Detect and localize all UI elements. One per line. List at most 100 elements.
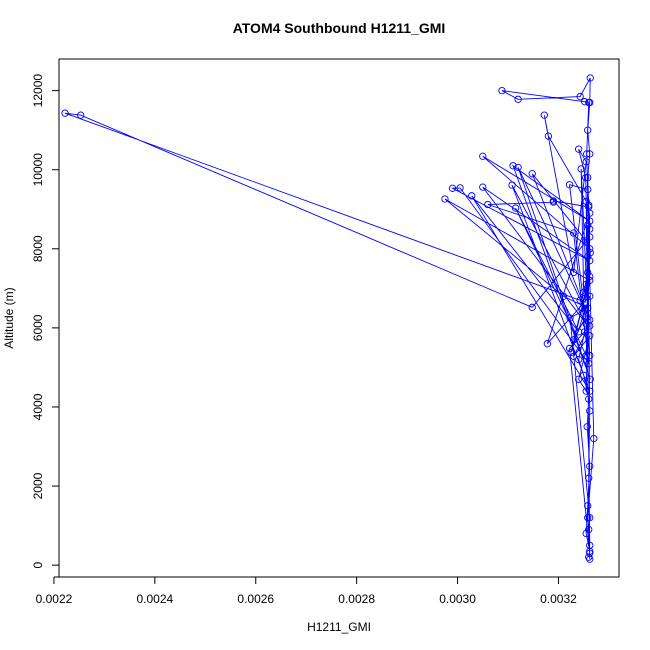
data-point	[584, 502, 592, 510]
y-axis: 0 2000 4000 6000 8000 10000 12000	[31, 74, 60, 568]
data-point	[61, 109, 69, 117]
data-point	[586, 351, 594, 360]
y-tick-label: 12000	[31, 74, 45, 108]
data-point	[586, 387, 594, 395]
data-point	[586, 555, 594, 563]
data-point	[567, 348, 575, 357]
y-tick-label: 10000	[31, 153, 45, 187]
x-axis: 0.0022 0.0024 0.0026 0.0028 0.0030 0.0032	[36, 576, 577, 606]
data-point	[583, 423, 591, 431]
data-point	[528, 303, 536, 311]
data-point	[511, 204, 520, 212]
data-point	[484, 200, 492, 209]
data-point	[549, 198, 558, 206]
data-point	[585, 98, 593, 107]
plot-area-frame	[58, 58, 620, 578]
data-point	[586, 462, 594, 470]
data-point	[468, 192, 476, 200]
chart-title: ATOM4 Southbound H1211_GMI	[233, 20, 446, 36]
data-point	[586, 547, 594, 555]
data-point	[580, 371, 588, 379]
data-point	[574, 328, 583, 336]
x-tick-label: 0.0026	[237, 592, 274, 606]
data-point	[456, 184, 464, 192]
data-point	[514, 163, 522, 171]
y-tick-label: 6000	[31, 314, 45, 341]
data-point	[581, 298, 589, 306]
data-point	[479, 183, 487, 191]
data-point	[508, 181, 516, 189]
data-point	[586, 233, 594, 241]
data-point	[584, 253, 592, 261]
data-point	[569, 352, 578, 361]
data-point	[77, 111, 85, 119]
data-point	[577, 165, 585, 173]
data-point	[583, 150, 591, 158]
data-point	[528, 170, 536, 178]
x-tick-label: 0.0024	[137, 592, 174, 606]
data-point	[543, 340, 552, 348]
x-tick-label: 0.0030	[439, 592, 476, 606]
data-point	[582, 158, 590, 166]
data-point	[574, 145, 583, 153]
data-point	[590, 434, 598, 443]
data-point	[514, 95, 522, 103]
data-point	[574, 375, 583, 383]
data-point	[479, 152, 487, 160]
data-point	[585, 395, 593, 403]
y-axis-label: Altitude (m)	[2, 287, 16, 348]
data-point	[566, 314, 574, 322]
data-point	[586, 245, 594, 253]
data-point	[586, 249, 594, 257]
data-point	[582, 387, 590, 395]
x-axis-label: H1211_GMI	[307, 620, 371, 634]
data-point	[576, 92, 584, 101]
data-point	[585, 359, 593, 368]
data-point	[586, 332, 594, 340]
data-point	[584, 304, 592, 312]
data-point	[509, 162, 517, 170]
data-point	[586, 375, 594, 383]
data-point	[586, 276, 594, 285]
x-tick-label: 0.0022	[36, 592, 73, 606]
data-point	[586, 292, 594, 300]
y-tick-label: 0	[31, 561, 45, 568]
data-point	[579, 304, 587, 312]
series-line	[64, 77, 595, 560]
data-point	[580, 288, 588, 296]
data-point	[586, 74, 594, 82]
data-point	[586, 272, 594, 281]
data-point	[582, 351, 590, 360]
data-point	[559, 292, 568, 300]
data-point	[574, 355, 583, 364]
data-point	[586, 217, 594, 225]
data-point	[441, 195, 449, 203]
data-point	[586, 407, 594, 415]
data-point	[584, 514, 592, 522]
x-tick-label: 0.0028	[338, 592, 375, 606]
data-point	[584, 221, 592, 229]
data-point	[586, 257, 594, 265]
y-tick-label: 4000	[31, 393, 45, 420]
data-point	[586, 514, 594, 522]
data-point	[544, 132, 553, 140]
data-point	[569, 336, 578, 344]
data-point	[582, 312, 590, 320]
data-point	[584, 185, 592, 194]
data-point	[569, 229, 578, 237]
data-point	[586, 322, 594, 330]
data-point	[565, 344, 574, 353]
data-point	[581, 98, 589, 106]
y-tick-label: 8000	[31, 235, 45, 262]
data-point	[540, 111, 548, 119]
data-point	[586, 225, 594, 233]
data-point	[586, 209, 594, 217]
data-point	[585, 474, 593, 482]
data-point	[584, 173, 592, 182]
x-tick-label: 0.0032	[540, 592, 577, 606]
data-point	[582, 529, 590, 538]
data-point	[586, 150, 594, 158]
data-point	[585, 525, 593, 534]
y-tick-label: 2000	[31, 472, 45, 499]
data-point	[582, 320, 590, 328]
